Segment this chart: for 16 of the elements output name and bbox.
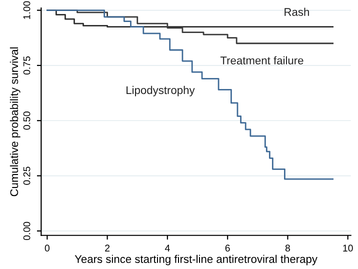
y-tick-label: 0.25 — [23, 166, 30, 185]
y-tick-label: 1.00 — [23, 1, 30, 19]
series-label: Lipodystrophy — [126, 86, 195, 96]
y-tick-label: 0.00 — [23, 222, 30, 240]
x-tick-label: 8 — [285, 244, 290, 252]
x-axis-title: Years since starting first-line antiretroviral therapy — [74, 254, 318, 266]
series-label: Rash — [284, 8, 309, 16]
x-tick-label: 0 — [44, 244, 50, 252]
y-axis-title: Cumulative probability survival — [10, 47, 20, 196]
y-tick-label: 0.75 — [23, 56, 30, 75]
x-tick-label: 10 — [343, 244, 353, 252]
x-tick-label: 6 — [225, 244, 230, 252]
x-tick-label: 2 — [105, 244, 110, 252]
y-tick-label: 0.50 — [23, 112, 30, 130]
series-label: Treatment failure — [220, 56, 304, 64]
x-tick-label: 4 — [164, 244, 170, 252]
